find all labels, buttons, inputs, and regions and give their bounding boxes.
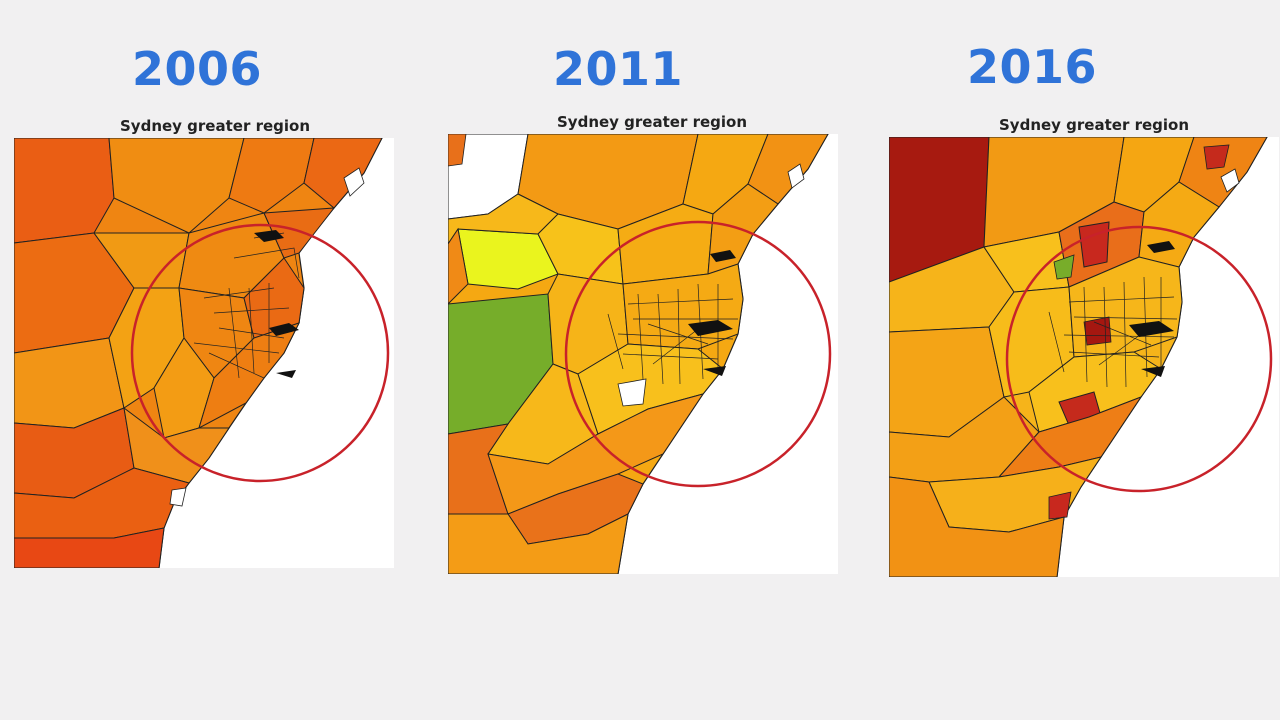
map-svg	[14, 138, 394, 568]
highlight-circle	[564, 220, 832, 488]
map-svg	[889, 137, 1279, 577]
map-svg	[448, 134, 838, 574]
choropleth-map	[889, 137, 1279, 577]
year-heading: 2016	[967, 40, 1098, 94]
year-heading: 2011	[553, 42, 684, 96]
map-title: Sydney greater region	[120, 117, 310, 135]
map-title: Sydney greater region	[999, 116, 1189, 134]
choropleth-map	[448, 134, 838, 574]
highlight-circle	[1005, 225, 1273, 493]
choropleth-map	[14, 138, 394, 568]
map-title: Sydney greater region	[557, 113, 747, 131]
highlight-circle	[130, 223, 390, 483]
year-heading: 2006	[132, 42, 263, 96]
